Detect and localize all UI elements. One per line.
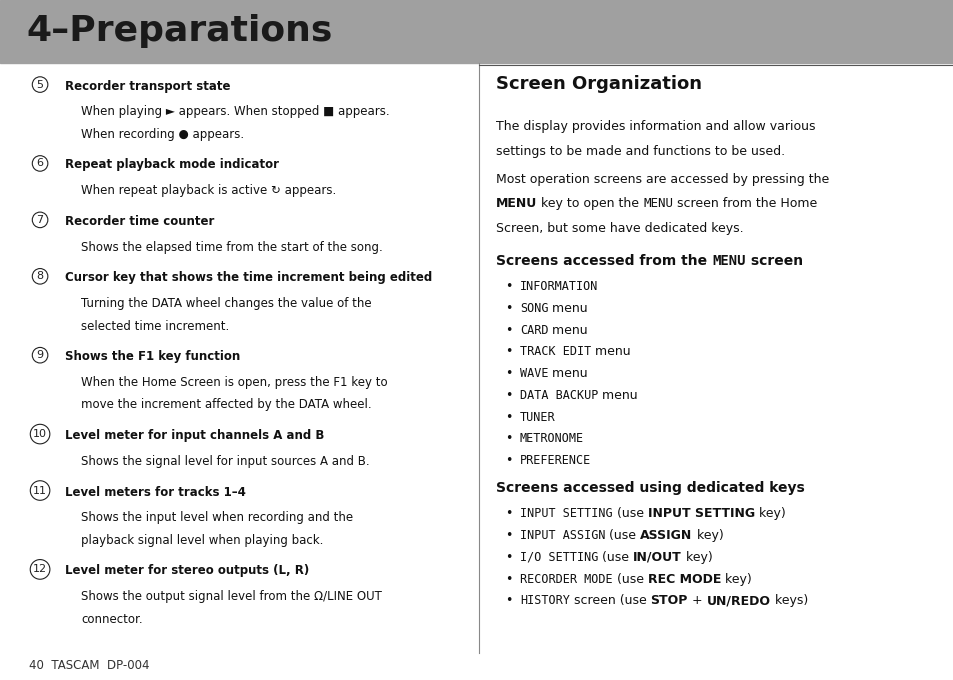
Text: key): key)	[720, 573, 751, 585]
Text: I/O SETTING: I/O SETTING	[519, 551, 598, 564]
Text: menu: menu	[598, 389, 638, 402]
Text: Repeat playback mode indicator: Repeat playback mode indicator	[65, 158, 278, 171]
Text: menu: menu	[548, 367, 587, 380]
Text: REC MODE: REC MODE	[647, 573, 720, 585]
Text: +: +	[687, 594, 706, 607]
Text: The display provides information and allow various: The display provides information and all…	[496, 120, 815, 133]
Text: Shows the signal level for input sources A and B.: Shows the signal level for input sources…	[81, 455, 370, 468]
Text: Most operation screens are accessed by pressing the: Most operation screens are accessed by p…	[496, 173, 828, 186]
Text: •: •	[505, 389, 513, 402]
Text: INFORMATION: INFORMATION	[519, 280, 598, 293]
Text: 4–Preparations: 4–Preparations	[27, 14, 333, 48]
Text: screen: screen	[745, 254, 801, 269]
Text: Level meters for tracks 1–4: Level meters for tracks 1–4	[65, 486, 246, 498]
Text: •: •	[505, 324, 513, 337]
Text: Screen, but some have dedicated keys.: Screen, but some have dedicated keys.	[496, 222, 743, 235]
Text: WAVE: WAVE	[519, 367, 548, 380]
Text: settings to be made and functions to be used.: settings to be made and functions to be …	[496, 145, 784, 158]
Text: Shows the elapsed time from the start of the song.: Shows the elapsed time from the start of…	[81, 241, 382, 254]
Text: 6: 6	[36, 158, 44, 169]
Text: key): key)	[681, 551, 712, 564]
Text: When repeat playback is active ↻ appears.: When repeat playback is active ↻ appears…	[81, 184, 336, 197]
Text: INPUT SETTING: INPUT SETTING	[647, 507, 754, 520]
Bar	[0, 0, 953, 63]
Text: keys): keys)	[770, 594, 807, 607]
Text: When playing ► appears. When stopped ■ appears.: When playing ► appears. When stopped ■ a…	[81, 105, 390, 118]
Text: •: •	[505, 367, 513, 380]
Text: (use: (use	[598, 551, 633, 564]
Text: 12: 12	[33, 564, 47, 575]
Text: •: •	[505, 529, 513, 542]
Text: •: •	[505, 507, 513, 520]
Text: move the increment affected by the DATA wheel.: move the increment affected by the DATA …	[81, 398, 372, 411]
Text: (use: (use	[612, 507, 647, 520]
Text: DATA BACKUP: DATA BACKUP	[519, 389, 598, 402]
Text: Shows the output signal level from the Ω/LINE OUT: Shows the output signal level from the Ω…	[81, 590, 381, 603]
Text: Cursor key that shows the time increment being edited: Cursor key that shows the time increment…	[65, 271, 432, 284]
Text: STOP: STOP	[650, 594, 687, 607]
Text: key): key)	[754, 507, 784, 520]
Text: Level meter for stereo outputs (L, R): Level meter for stereo outputs (L, R)	[65, 564, 309, 577]
Text: menu: menu	[591, 345, 630, 358]
Text: IN/OUT: IN/OUT	[633, 551, 681, 564]
Text: 8: 8	[36, 271, 44, 282]
Text: 40  TASCAM  DP-004: 40 TASCAM DP-004	[29, 658, 149, 672]
Text: Screen Organization: Screen Organization	[496, 75, 701, 92]
Text: TUNER: TUNER	[519, 411, 555, 424]
Text: Recorder transport state: Recorder transport state	[65, 80, 230, 92]
Text: 7: 7	[36, 215, 44, 225]
Text: 5: 5	[36, 80, 44, 90]
Text: (use: (use	[612, 573, 647, 585]
Text: Level meter for input channels A and B: Level meter for input channels A and B	[65, 429, 324, 442]
Text: key to open the: key to open the	[537, 197, 642, 210]
Text: 10: 10	[33, 429, 47, 439]
Text: SONG: SONG	[519, 302, 548, 315]
Text: MENU: MENU	[642, 197, 673, 210]
Text: key): key)	[692, 529, 722, 542]
Text: INPUT ASSIGN: INPUT ASSIGN	[519, 529, 605, 542]
Text: menu: menu	[548, 302, 587, 315]
Text: TRACK EDIT: TRACK EDIT	[519, 345, 591, 358]
Text: CARD: CARD	[519, 324, 548, 337]
Text: •: •	[505, 454, 513, 467]
Text: •: •	[505, 594, 513, 607]
Text: When recording ● appears.: When recording ● appears.	[81, 128, 244, 141]
Text: Recorder time counter: Recorder time counter	[65, 215, 214, 228]
Text: screen (use: screen (use	[569, 594, 650, 607]
Text: Turning the DATA wheel changes the value of the: Turning the DATA wheel changes the value…	[81, 297, 372, 310]
Text: MENU: MENU	[711, 254, 745, 269]
Text: RECORDER MODE: RECORDER MODE	[519, 573, 612, 585]
Text: •: •	[505, 573, 513, 585]
Text: screen from the Home: screen from the Home	[673, 197, 817, 210]
Text: 11: 11	[33, 486, 47, 496]
Text: When the Home Screen is open, press the F1 key to: When the Home Screen is open, press the …	[81, 376, 387, 389]
Text: menu: menu	[548, 324, 587, 337]
Text: 9: 9	[36, 350, 44, 360]
Text: Shows the input level when recording and the: Shows the input level when recording and…	[81, 511, 353, 524]
Text: PREFERENCE: PREFERENCE	[519, 454, 591, 467]
Text: Shows the F1 key function: Shows the F1 key function	[65, 350, 240, 363]
Text: •: •	[505, 345, 513, 358]
Text: ASSIGN: ASSIGN	[639, 529, 692, 542]
Text: UN/REDO: UN/REDO	[706, 594, 770, 607]
Text: •: •	[505, 280, 513, 293]
Text: Screens accessed from the: Screens accessed from the	[496, 254, 711, 269]
Text: •: •	[505, 432, 513, 445]
Text: (use: (use	[605, 529, 639, 542]
Text: HISTORY: HISTORY	[519, 594, 569, 607]
Text: selected time increment.: selected time increment.	[81, 320, 229, 333]
Text: MENU: MENU	[496, 197, 537, 210]
Text: •: •	[505, 551, 513, 564]
Text: •: •	[505, 411, 513, 424]
Text: •: •	[505, 302, 513, 315]
Text: METRONOME: METRONOME	[519, 432, 583, 445]
Text: INPUT SETTING: INPUT SETTING	[519, 507, 612, 520]
Text: Screens accessed using dedicated keys: Screens accessed using dedicated keys	[496, 481, 804, 496]
Text: playback signal level when playing back.: playback signal level when playing back.	[81, 534, 323, 547]
Text: connector.: connector.	[81, 613, 143, 626]
